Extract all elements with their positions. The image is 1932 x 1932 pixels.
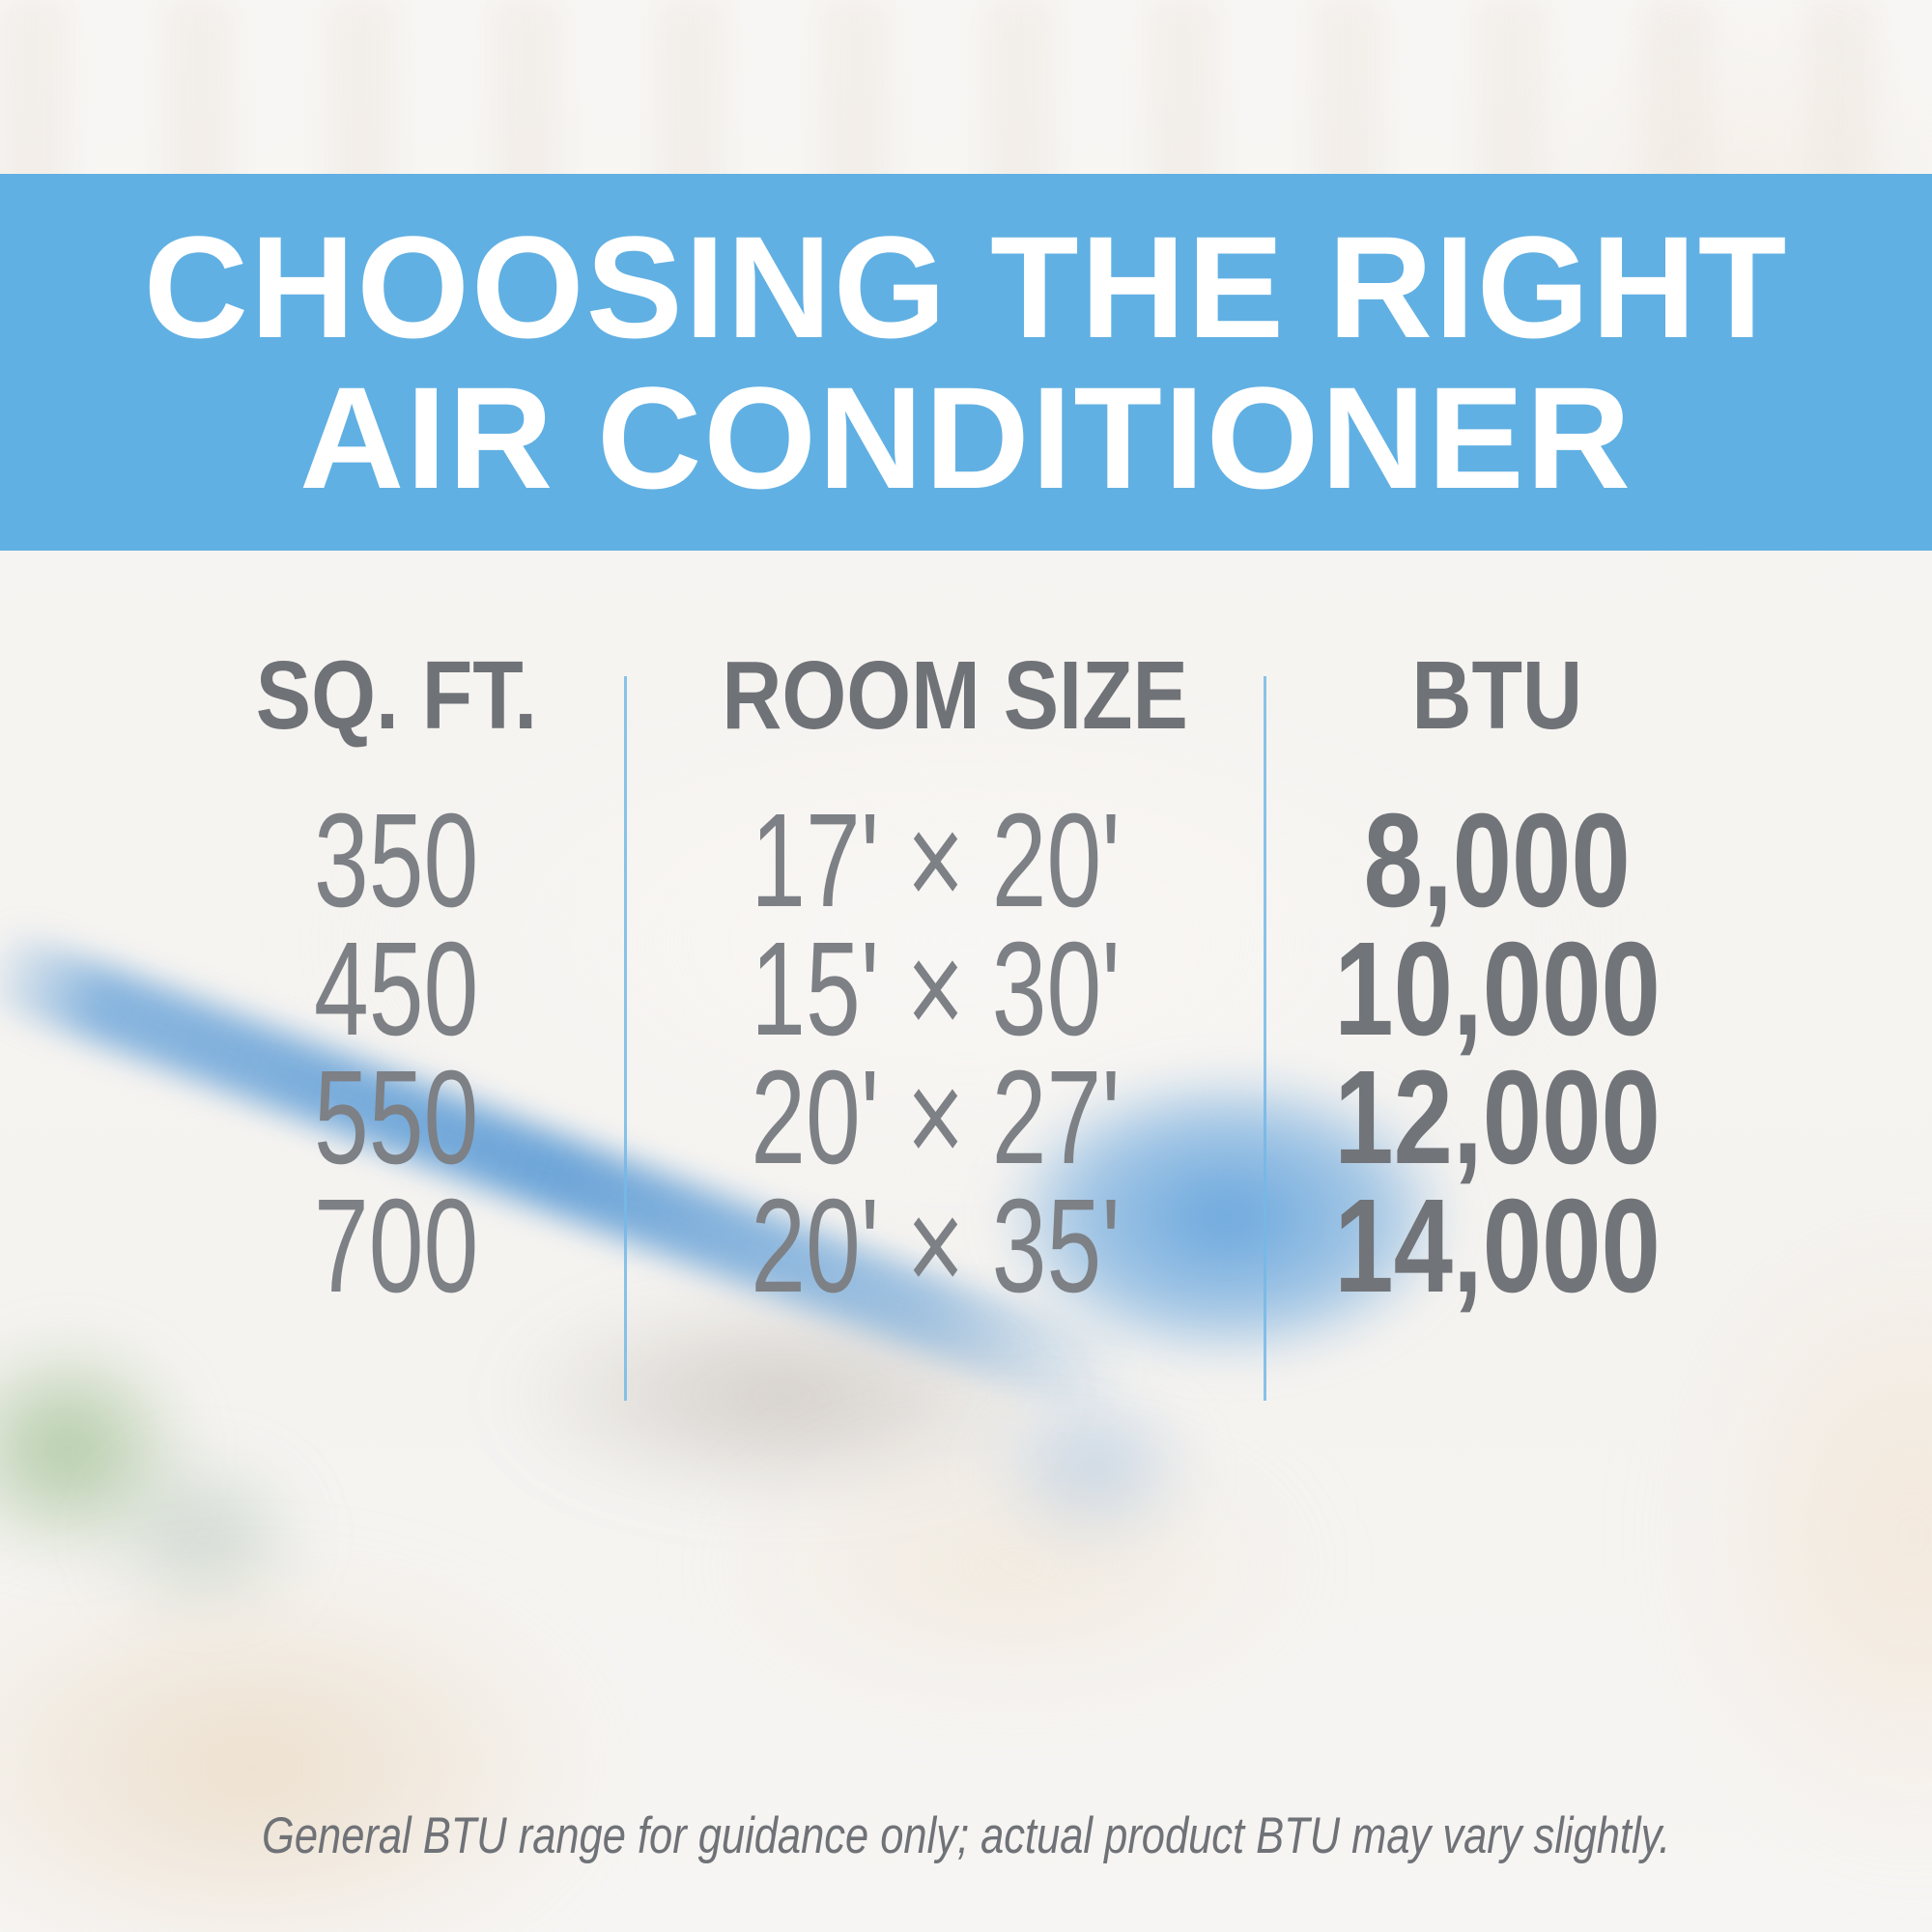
cell-sqft: 700 bbox=[145, 1172, 647, 1321]
page-title-line2: AIR CONDITIONER bbox=[299, 356, 1633, 519]
cell-btu-row1: 10,000 bbox=[1334, 915, 1661, 1064]
header-room-size-label: ROOM SIZE bbox=[722, 641, 1188, 750]
cell-btu-row0: 8,000 bbox=[1363, 786, 1632, 935]
cell-room-row2: 20' × 27' bbox=[750, 1043, 1121, 1192]
header-btu-label: BTU bbox=[1411, 641, 1583, 750]
blue-object-blur bbox=[918, 1019, 1536, 1415]
beige-cushion-blur bbox=[618, 1381, 1410, 1748]
title-banner: CHOOSING THE RIGHT AIR CONDITIONER bbox=[0, 174, 1932, 551]
disclaimer-text: General BTU range for guidance only; act… bbox=[261, 1807, 1671, 1864]
header-room-size: ROOM SIZE bbox=[684, 638, 1188, 797]
cell-sqft-row1: 450 bbox=[313, 915, 479, 1064]
cell-room-row0: 17' × 20' bbox=[750, 786, 1121, 935]
cell-btu: 14,000 bbox=[1246, 1172, 1748, 1321]
column-divider bbox=[624, 676, 627, 1401]
header-sqft-label: SQ. FT. bbox=[255, 641, 537, 750]
cell-btu-row3: 14,000 bbox=[1334, 1172, 1661, 1321]
header-sqft: SQ. FT. bbox=[145, 638, 647, 797]
beige-furniture-blur bbox=[0, 1507, 715, 1932]
cell-btu-row2: 12,000 bbox=[1334, 1043, 1661, 1192]
cell-sqft-row0: 350 bbox=[313, 786, 479, 935]
cell-sqft: 550 bbox=[145, 1043, 647, 1192]
cell-btu: 12,000 bbox=[1246, 1043, 1748, 1192]
cell-sqft-row2: 550 bbox=[313, 1043, 479, 1192]
blue-object-tail-blur bbox=[947, 1352, 1236, 1584]
cell-room-row1: 15' × 30' bbox=[750, 915, 1121, 1064]
cell-sqft: 450 bbox=[145, 915, 647, 1064]
disclaimer: General BTU range for guidance only; act… bbox=[0, 1807, 1932, 1864]
column-room-size: ROOM SIZE 17' × 20' 15' × 30' 20' × 27' … bbox=[684, 638, 1188, 1321]
page-title-line1: CHOOSING THE RIGHT bbox=[143, 206, 1789, 368]
cell-room-size: 20' × 27' bbox=[684, 1043, 1186, 1192]
cell-btu: 10,000 bbox=[1246, 915, 1748, 1064]
cell-room-size: 17' × 20' bbox=[684, 786, 1186, 935]
cell-room-size: 20' × 35' bbox=[684, 1172, 1186, 1321]
cell-sqft: 350 bbox=[145, 786, 647, 935]
cell-btu: 8,000 bbox=[1246, 786, 1748, 935]
cell-room-row3: 20' × 35' bbox=[750, 1172, 1121, 1321]
column-divider bbox=[1264, 676, 1266, 1401]
header-btu: BTU bbox=[1246, 638, 1748, 797]
cell-sqft-row3: 700 bbox=[313, 1172, 479, 1321]
column-btu: BTU 8,000 10,000 12,000 14,000 bbox=[1246, 638, 1748, 1321]
cell-room-size: 15' × 30' bbox=[684, 915, 1186, 1064]
column-sqft: SQ. FT. 350 450 550 700 bbox=[145, 638, 647, 1321]
